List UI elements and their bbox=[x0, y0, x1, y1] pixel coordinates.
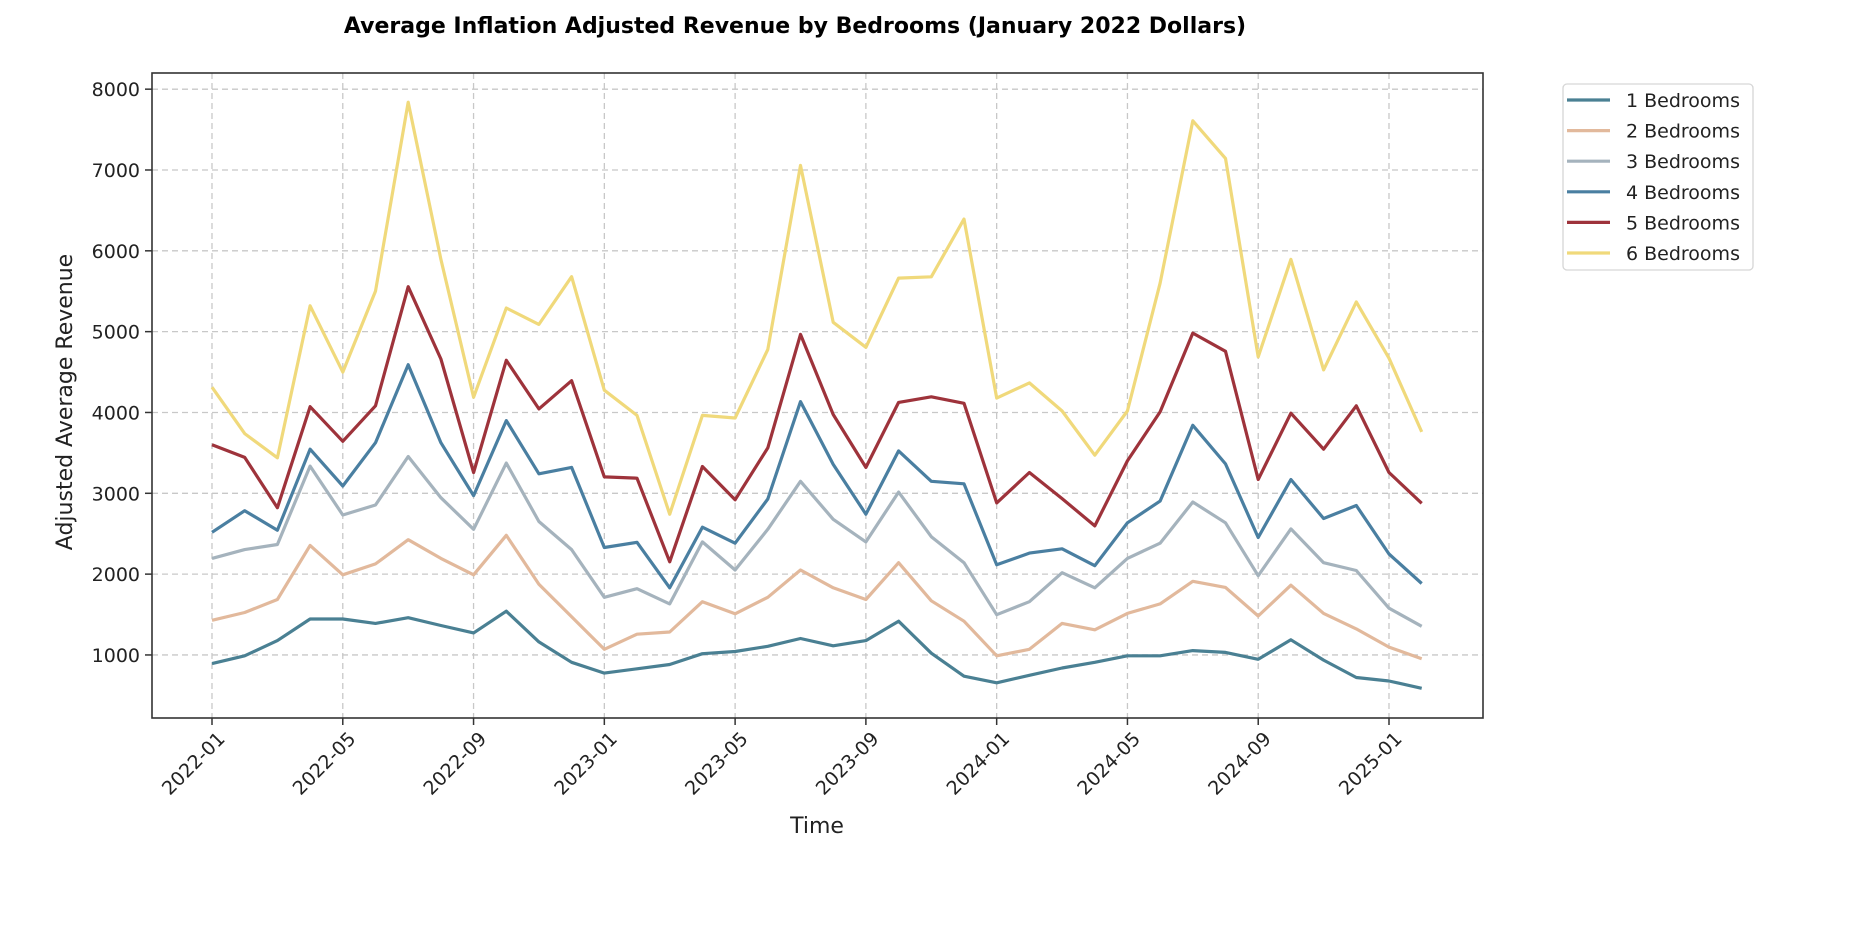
legend-box bbox=[1562, 83, 1754, 271]
y-tick-label: 8000 bbox=[92, 79, 140, 101]
series-line-1-bedrooms bbox=[211, 609, 1423, 690]
y-tick-label: 5000 bbox=[92, 322, 140, 344]
legend-label: 5 Bedrooms bbox=[1626, 212, 1740, 234]
legend-label: 2 Bedrooms bbox=[1626, 121, 1740, 143]
legend: 1 Bedrooms 2 Bedrooms 3 Bedrooms 4 Bedrooms… bbox=[1562, 83, 1754, 271]
series-line-2-bedrooms bbox=[211, 533, 1423, 661]
y-axis-label: Adjusted Average Revenue bbox=[53, 254, 78, 550]
x-axis-label: Time bbox=[789, 814, 844, 839]
series-line-4-bedrooms bbox=[211, 363, 1423, 590]
x-tick-label: 2024-01 bbox=[943, 728, 1015, 800]
y-tick-label: 3000 bbox=[92, 483, 140, 505]
legend-item: 1 Bedrooms bbox=[1567, 90, 1740, 112]
legend-item: 6 Bedrooms bbox=[1567, 243, 1740, 265]
x-tick-label: 2023-09 bbox=[812, 728, 884, 800]
x-tick-label: 2024-09 bbox=[1204, 728, 1276, 800]
legend-label: 3 Bedrooms bbox=[1626, 151, 1740, 173]
legend-item: 5 Bedrooms bbox=[1567, 212, 1740, 234]
x-tick-label: 2025-01 bbox=[1335, 728, 1407, 800]
x-tick-label: 2022-05 bbox=[289, 728, 361, 800]
legend-item: 4 Bedrooms bbox=[1567, 182, 1740, 204]
series-line-5-bedrooms bbox=[211, 285, 1423, 564]
plot-area-frame bbox=[151, 72, 1484, 719]
x-tick-label: 2022-09 bbox=[419, 728, 491, 800]
y-tick-label: 2000 bbox=[92, 564, 140, 586]
x-axis: 2022-01 2022-05 2022-09 2023-01 2023-05 2023-… bbox=[158, 718, 1407, 800]
y-tick-label: 6000 bbox=[92, 241, 140, 263]
legend-item: 3 Bedrooms bbox=[1567, 151, 1740, 173]
y-axis: 1000 2000 3000 4000 5000 6000 7000 8000 bbox=[92, 79, 152, 667]
y-tick-label: 1000 bbox=[92, 645, 140, 667]
x-tick-label: 2023-01 bbox=[550, 728, 622, 800]
y-tick-label: 4000 bbox=[92, 402, 140, 424]
series-line-3-bedrooms bbox=[211, 454, 1423, 628]
y-tick-label: 7000 bbox=[92, 160, 140, 182]
x-tick-label: 2023-05 bbox=[681, 728, 753, 800]
legend-item: 2 Bedrooms bbox=[1567, 121, 1740, 143]
x-tick-label: 2024-05 bbox=[1073, 728, 1145, 800]
series-lines bbox=[210, 100, 1424, 690]
legend-label: 6 Bedrooms bbox=[1626, 243, 1740, 265]
x-tick-label: 2022-01 bbox=[158, 728, 230, 800]
series-line-6-bedrooms bbox=[210, 100, 1424, 516]
legend-label: 1 Bedrooms bbox=[1626, 90, 1740, 112]
legend-label: 4 Bedrooms bbox=[1626, 182, 1740, 204]
chart-title: Average Inflation Adjusted Revenue by Be… bbox=[344, 14, 1246, 39]
